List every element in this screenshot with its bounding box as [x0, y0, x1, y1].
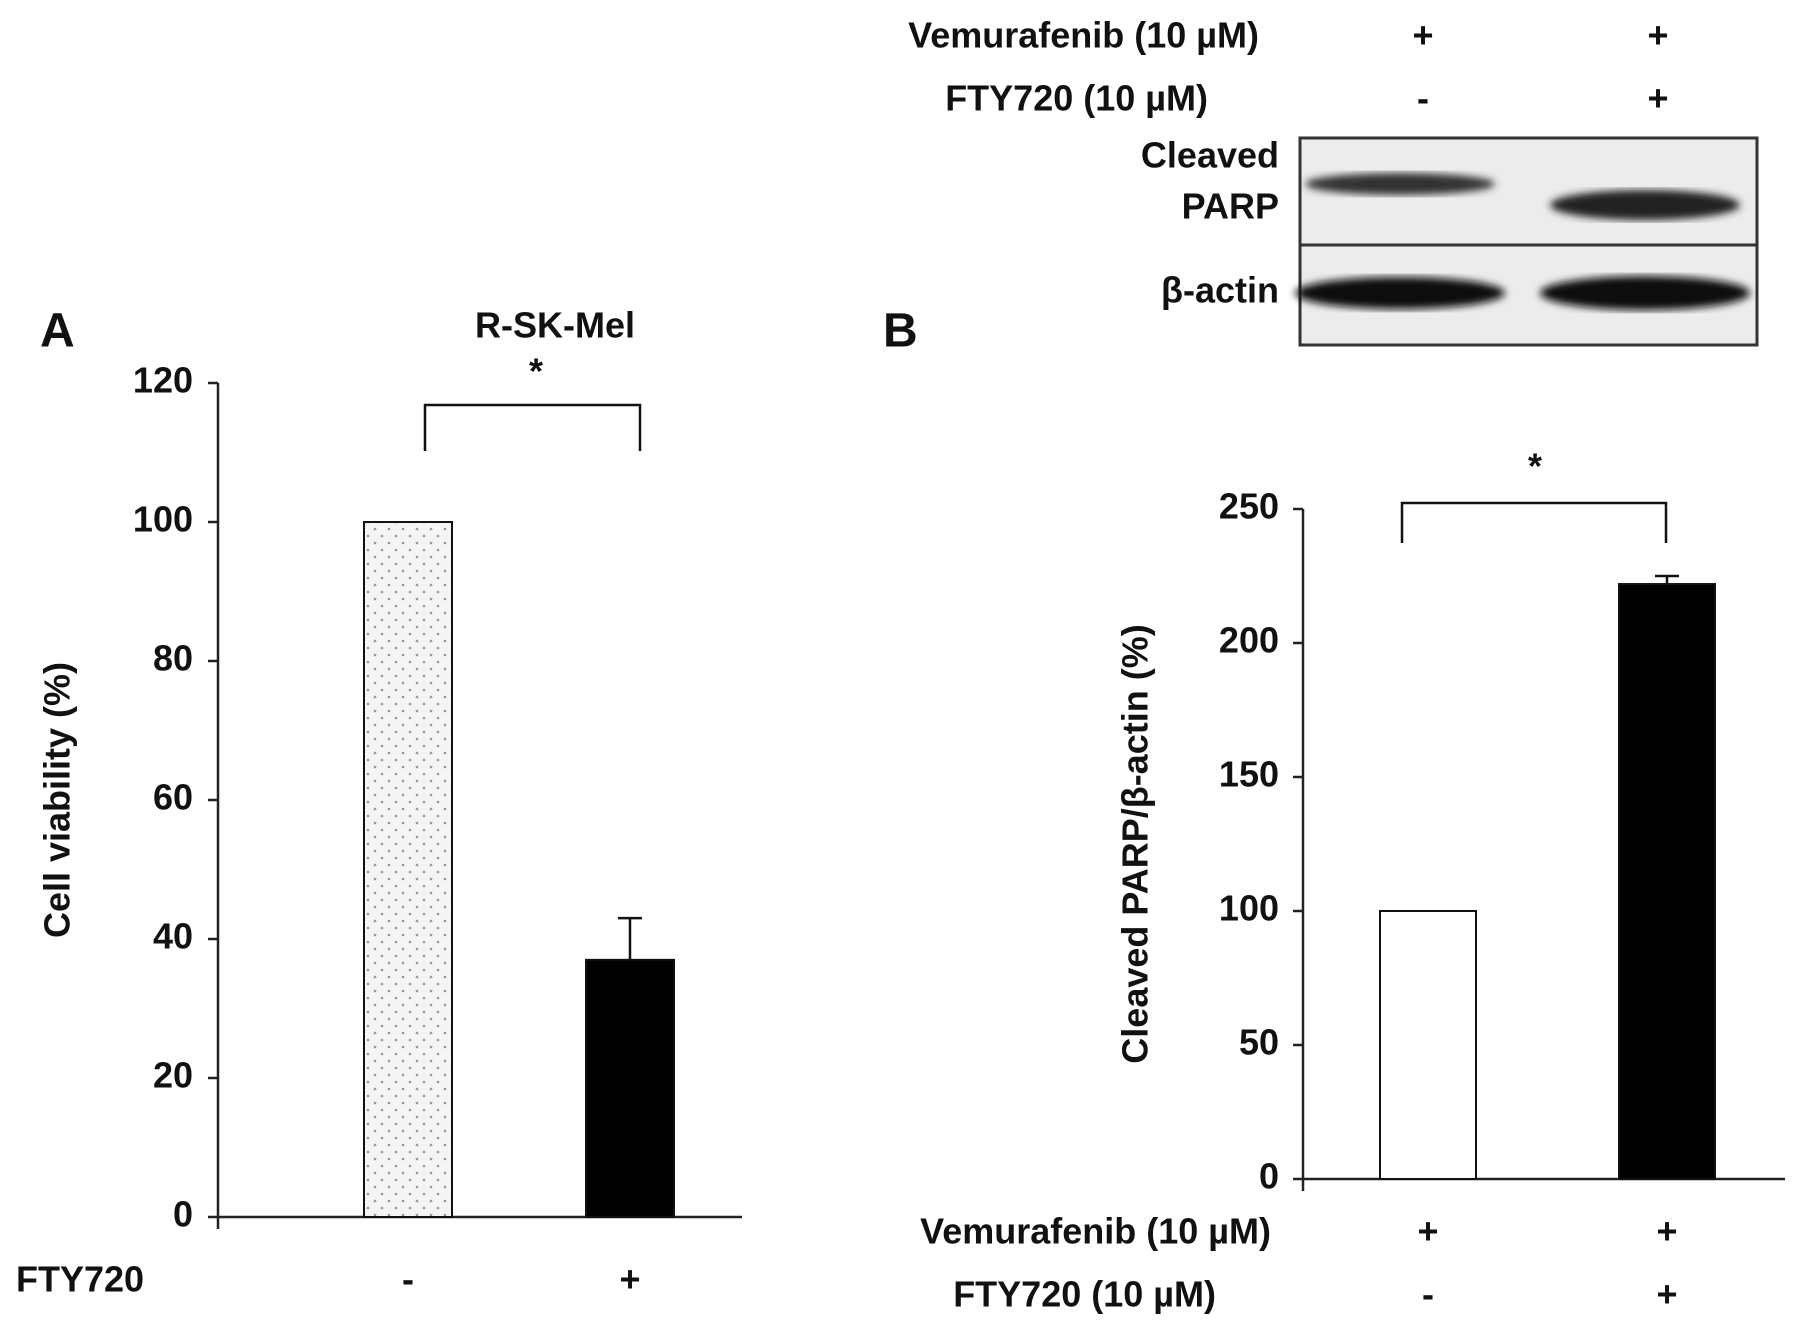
x-row-label: FTY720 (10 µM) — [953, 1274, 1216, 1315]
bar — [585, 958, 675, 1218]
blot-condition-value: + — [1647, 15, 1668, 56]
y-tick-label: 250 — [1219, 486, 1279, 527]
x-row-label: FTY720 — [16, 1259, 144, 1300]
band-label: β-actin — [1161, 270, 1279, 311]
y-tick-label: 0 — [173, 1194, 193, 1235]
x-row-label: Vemurafenib (10 µM) — [920, 1211, 1271, 1252]
y-tick-label: 100 — [1219, 888, 1279, 929]
blot-condition-value: - — [1417, 78, 1429, 119]
blot — [1295, 136, 1759, 347]
blot-condition-label: FTY720 (10 µM) — [945, 78, 1208, 119]
significance-bracket — [1400, 501, 1668, 543]
chart-title: R-SK-Mel — [475, 305, 635, 346]
y-tick-label: 50 — [1239, 1022, 1279, 1063]
blot-condition-value: + — [1412, 15, 1433, 56]
x-tick-label: + — [1656, 1211, 1677, 1252]
x-tick-label: + — [619, 1259, 640, 1300]
bar — [363, 521, 453, 1218]
significance-label: * — [529, 351, 543, 392]
bar — [1618, 583, 1716, 1180]
y-tick-label: 40 — [153, 916, 193, 957]
band-label: Cleaved — [1141, 135, 1279, 176]
y-axis-label: Cell viability (%) — [37, 662, 78, 938]
y-axis-label: Cleaved PARP/β-actin (%) — [1115, 624, 1156, 1063]
x-tick-label: + — [1656, 1274, 1677, 1315]
panel-letter: A — [40, 305, 75, 358]
y-tick-label: 100 — [133, 499, 193, 540]
x-tick-label: - — [402, 1259, 414, 1300]
bar — [1379, 910, 1477, 1180]
blot-condition-label: Vemurafenib (10 µM) — [908, 15, 1259, 56]
significance-bracket — [423, 403, 642, 451]
significance-label: * — [1528, 446, 1542, 487]
x-tick-label: + — [1417, 1211, 1438, 1252]
band-label: PARP — [1182, 186, 1279, 227]
blot-condition-value: + — [1647, 78, 1668, 119]
x-tick-label: - — [1422, 1274, 1434, 1315]
y-tick-label: 150 — [1219, 754, 1279, 795]
panel-letter: B — [883, 305, 918, 358]
y-tick-label: 120 — [133, 360, 193, 401]
y-tick-label: 20 — [153, 1055, 193, 1096]
y-tick-label: 80 — [153, 638, 193, 679]
y-tick-label: 60 — [153, 777, 193, 818]
y-tick-label: 0 — [1259, 1156, 1279, 1197]
y-tick-label: 200 — [1219, 620, 1279, 661]
